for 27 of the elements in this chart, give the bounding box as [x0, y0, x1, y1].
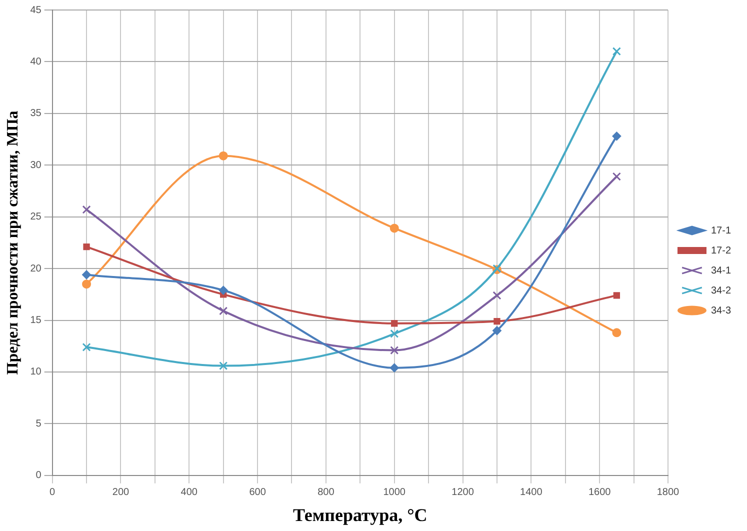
y-tick-label: 20: [30, 263, 42, 274]
x-tick-label: 600: [249, 487, 266, 498]
legend-label: 17-2: [710, 245, 732, 256]
x-tick-label: 1600: [588, 487, 612, 498]
y-axis-title: Предел прочности при сжатии, МПа: [4, 110, 22, 375]
y-tick-label: 40: [30, 56, 42, 68]
x-tick-label: 200: [112, 487, 130, 498]
y-tick-label: 45: [30, 4, 42, 16]
y-tick-label: 10: [30, 366, 42, 378]
x-tick-label: 1800: [656, 487, 680, 498]
x-axis-title: Температура, °C: [293, 504, 428, 525]
y-tick-label: 5: [36, 418, 42, 430]
legend-label: 34-3: [710, 305, 732, 316]
legend-label: 34-1: [710, 265, 732, 276]
x-tick-label: 800: [318, 487, 335, 498]
y-tick-label: 35: [30, 108, 42, 120]
legend-label: 17-1: [710, 225, 732, 236]
y-tick-label: 25: [30, 212, 42, 223]
legend-label: 34-2: [710, 285, 732, 296]
y-tick-label: 0: [36, 470, 42, 482]
x-tick-label: 1200: [452, 487, 474, 498]
y-tick-label: 30: [30, 160, 42, 171]
x-tick-label: 0: [50, 487, 56, 498]
x-tick-label: 1000: [383, 487, 406, 498]
x-tick-label: 1400: [520, 487, 543, 498]
x-tick-label: 400: [180, 487, 198, 498]
y-tick-label: 15: [30, 315, 42, 326]
